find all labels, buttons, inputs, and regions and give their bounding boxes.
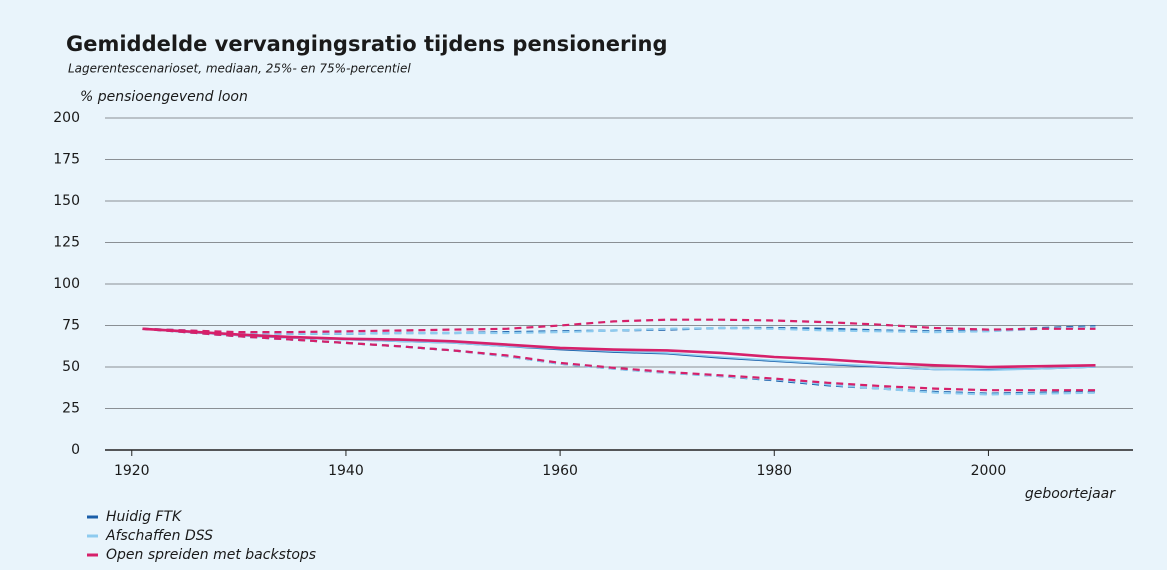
y-tick-label: 100 (53, 276, 80, 292)
legend-label: Huidig FTK (106, 509, 183, 525)
y-axis-title: % pensioengevend loon (80, 89, 248, 105)
x-tick-label: 2000 (971, 463, 1007, 479)
y-tick-label: 200 (53, 110, 80, 126)
y-tick-label: 175 (53, 152, 80, 168)
y-tick-label: 0 (71, 442, 80, 458)
percentile-line (142, 327, 1096, 392)
x-tick-label: 1920 (114, 463, 150, 479)
x-tick-label: 1960 (542, 463, 578, 479)
x-axis-title: geboortejaar (1025, 486, 1116, 502)
median-line (142, 327, 1096, 369)
percentile-line (142, 326, 1096, 335)
legend-label: Afschaffen DSS (105, 528, 213, 544)
x-tick-label: 1980 (756, 463, 792, 479)
y-tick-label: 25 (62, 401, 80, 417)
legend-label: Open spreiden met backstops (106, 547, 316, 563)
y-tick-label: 75 (62, 318, 80, 334)
y-tick-label: 150 (53, 193, 80, 209)
chart-title: Gemiddelde vervangingsratio tijdens pens… (66, 32, 668, 56)
x-tick-label: 1940 (328, 463, 364, 479)
y-tick-label: 125 (53, 235, 80, 251)
percentile-line (142, 318, 1096, 334)
y-tick-label: 50 (62, 359, 80, 375)
chart-subtitle: Lagerentescenarioset, mediaan, 25%- en 7… (68, 62, 411, 76)
